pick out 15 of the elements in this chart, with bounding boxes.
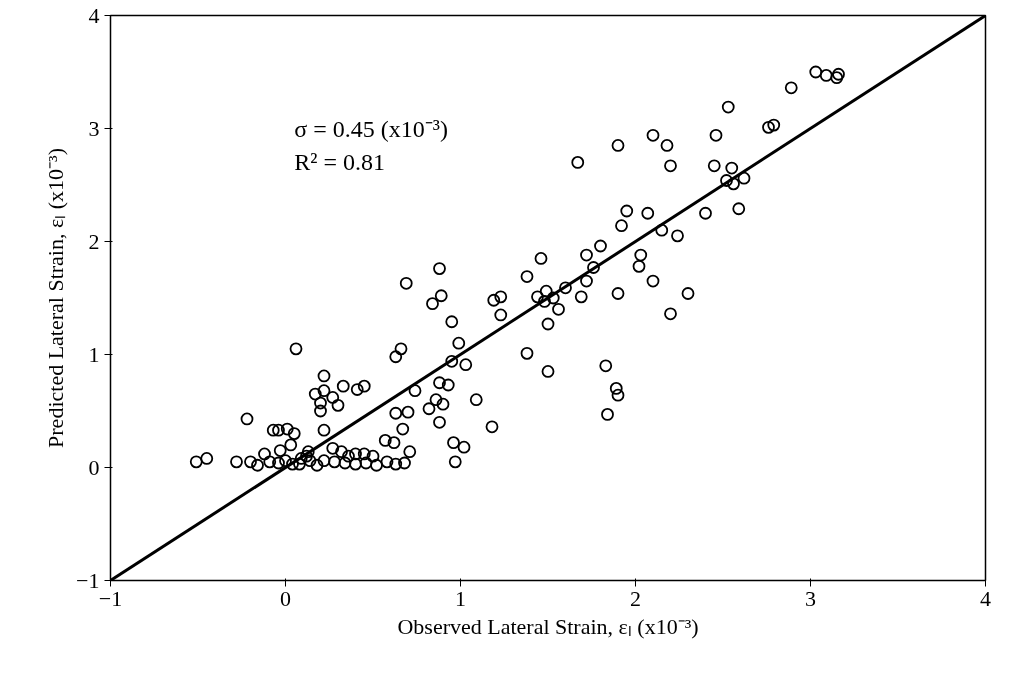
y-tick-label: 2 [88, 228, 100, 254]
x-tick-label: 4 [980, 585, 991, 611]
annotation: R² = 0.81 [294, 149, 385, 176]
y-tick-label: 3 [88, 115, 100, 141]
y-tick-label: −1 [76, 567, 100, 593]
annotation: σ = 0.45 (x10⁻³) [294, 115, 448, 142]
x-tick-label: 2 [630, 585, 641, 611]
y-axis-title: Predicted Lateral Strain, εₗ (x10⁻³) [43, 148, 69, 448]
x-tick-label: 3 [805, 585, 816, 611]
x-tick-label: 0 [280, 585, 291, 611]
x-axis-title: Observed Lateral Strain, εₗ (x10⁻³) [397, 613, 699, 639]
x-tick-label: 1 [455, 585, 466, 611]
y-tick-label: 1 [88, 341, 100, 367]
y-tick-label: 0 [88, 454, 100, 480]
y-tick-label: 4 [88, 2, 100, 28]
